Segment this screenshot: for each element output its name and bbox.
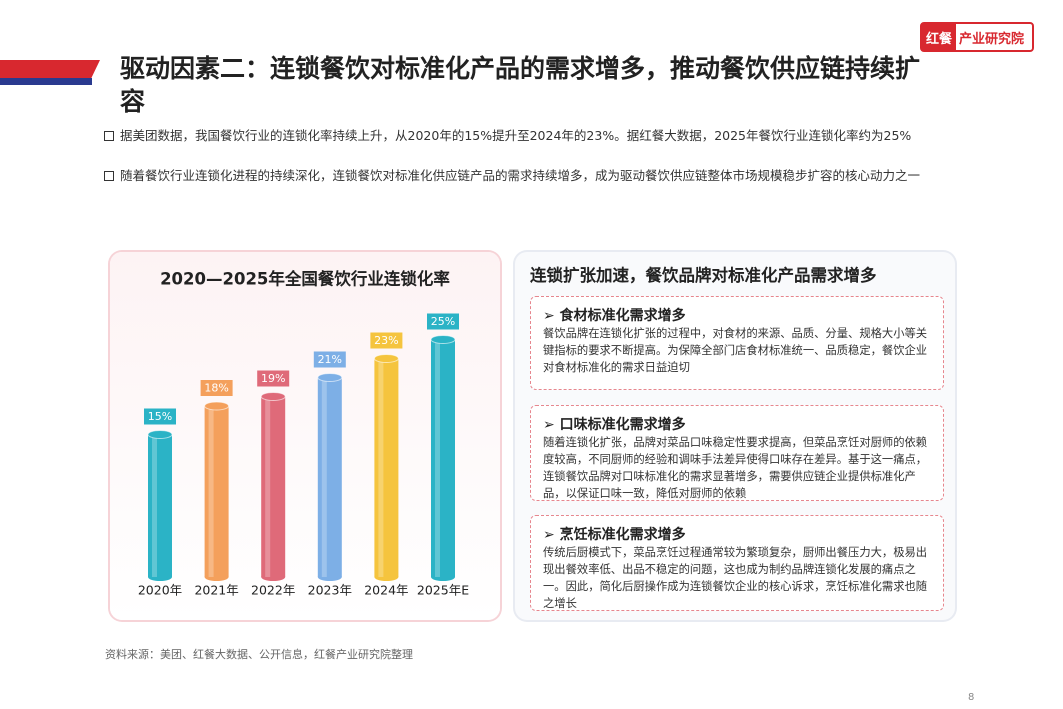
chart-panel: 2020—2025年全国餐饮行业连锁化率 15% 2020年 18% 2021年 19%… [110, 252, 500, 620]
bar-shine [152, 434, 157, 577]
page-title: 驱动因素二：连锁餐饮对标准化产品的需求增多，推动餐饮供应链持续扩容 [120, 54, 921, 116]
x-tick-label: 2022年 [251, 583, 295, 598]
bullet: 据美团数据，我国餐饮行业的连锁化率持续上升，从2020年的15%提升至2024年… [104, 126, 950, 145]
bar-shine [435, 339, 440, 577]
bar-shine [321, 377, 327, 577]
card-title: 食材标准化需求增多 [543, 305, 933, 325]
card-title: 烹饪标准化需求增多 [543, 524, 933, 544]
bar-top [317, 373, 343, 382]
x-tick-label: 2023年 [308, 583, 352, 598]
value-label-box [427, 313, 459, 330]
value-label-box [257, 370, 290, 387]
source-note: 资料来源：美团、红餐大数据、公开信息，红餐产业研究院整理 [105, 648, 413, 661]
chart-title: 2020—2025年全国餐饮行业连锁化率 [160, 269, 450, 289]
bar-top [147, 430, 173, 439]
x-tick-label: 2025年E [417, 583, 469, 598]
page-number: 8 [968, 692, 975, 703]
value-label: 23% [374, 334, 398, 347]
card-title: 口味标准化需求增多 [543, 414, 933, 434]
card: 口味标准化需求增多 随着连锁化扩张，品牌对菜品口味稳定性要求提高，但菜品烹饪对厨… [530, 405, 944, 501]
value-label-box [144, 408, 176, 425]
bar-top [373, 354, 399, 363]
bar [374, 358, 399, 577]
card-text: 随着连锁化扩张，品牌对菜品口味稳定性要求提高，但菜品烹饪对厨师的依赖度较高，不同… [543, 436, 928, 500]
bar [204, 406, 229, 577]
card: 烹饪标准化需求增多 传统后厨模式下，菜品烹饪过程通常较为繁琐复杂，厨师出餐压力大… [530, 515, 944, 611]
bar [431, 339, 455, 577]
value-label: 25% [431, 315, 455, 328]
logo-text: 产业研究院 [959, 31, 1025, 47]
x-tick-label: 2021年 [194, 583, 238, 598]
accent-band [0, 78, 92, 85]
bar-shine [378, 358, 384, 577]
bar [317, 377, 342, 577]
bar-shine [265, 396, 271, 577]
bar-top [260, 392, 286, 401]
panel-title: 连锁扩张加速，餐饮品牌对标准化产品需求增多 [530, 266, 877, 285]
value-label-box [200, 380, 233, 396]
value-label: 19% [261, 372, 285, 385]
card-text: 传统后厨模式下，菜品烹饪过程通常较为繁琐复杂，厨师出餐压力大，极易出现出餐效率低… [543, 546, 928, 610]
bar-top [204, 401, 230, 411]
value-label: 21% [318, 353, 342, 366]
value-label-box [370, 332, 403, 349]
value-label: 15% [148, 410, 172, 423]
logo: 红餐 产业研究院 [920, 22, 1034, 52]
bar [148, 434, 172, 577]
bar-shine [208, 406, 214, 577]
value-label-box [313, 351, 346, 368]
x-tick-label: 2020年 [138, 583, 182, 598]
chart: 2020—2025年全国餐饮行业连锁化率 15% 2020年 18% 2021年 19%… [138, 269, 469, 598]
bullet: 随着餐饮行业连锁化进程的持续深化，连锁餐饮对标准化供应链产品的需求持续增多，成为… [104, 166, 950, 185]
logo-mark: 红餐 [922, 23, 957, 51]
x-tick-label: 2024年 [364, 583, 408, 598]
bar-top [430, 335, 456, 344]
card: 食材标准化需求增多 餐饮品牌在连锁化扩张的过程中，对食材的来源、品质、分量、规格… [530, 296, 944, 390]
value-label: 18% [204, 382, 228, 395]
bar [261, 396, 286, 577]
card-text: 餐饮品牌在连锁化扩张的过程中，对食材的来源、品质、分量、规格大小等关键指标的要求… [543, 327, 928, 374]
